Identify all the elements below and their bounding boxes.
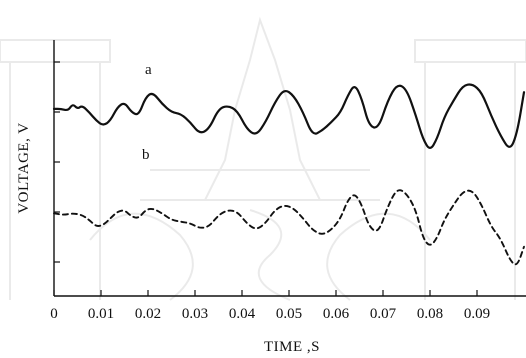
curve-label-b: b — [142, 147, 150, 163]
x-tick-label-0: 0 — [50, 306, 58, 322]
y-axis-ticks — [54, 61, 60, 263]
x-tick-label-2: 0.02 — [135, 306, 161, 322]
x-tick-label-6: 0.06 — [323, 306, 350, 322]
series-b-line — [53, 189, 525, 266]
x-tick-label-5: 0.05 — [276, 306, 302, 322]
series-group — [52, 83, 526, 266]
curve-label-a: a — [145, 62, 152, 78]
series-a-line — [52, 83, 526, 149]
x-tick-label-7: 0.07 — [370, 306, 397, 322]
x-axis-title: TIME ,S — [264, 339, 320, 355]
x-tick-labels: 0 0.01 0.02 0.03 0.04 0.05 0.06 0.07 0.08 0.09 — [50, 306, 490, 322]
x-axis-ticks — [53, 290, 478, 296]
x-tick-label-9: 0.09 — [464, 306, 490, 322]
y-axis-title: VOLTAGE, V — [16, 122, 32, 213]
x-tick-label-1: 0.01 — [88, 306, 114, 322]
x-tick-label-8: 0.08 — [417, 306, 443, 322]
x-tick-label-3: 0.03 — [182, 306, 208, 322]
x-tick-label-4: 0.04 — [229, 306, 256, 322]
